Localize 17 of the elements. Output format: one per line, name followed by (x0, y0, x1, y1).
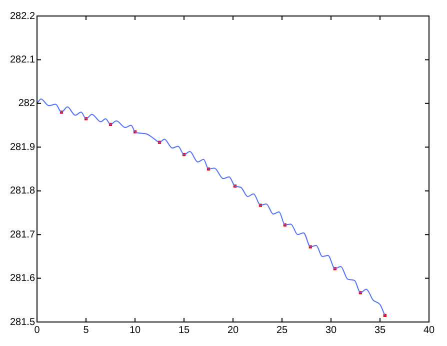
x-tick-label: 25 (276, 324, 288, 336)
y-tick-label: 282.1 (10, 54, 36, 66)
x-tick-label: 0 (34, 324, 40, 336)
x-tick-label: 30 (325, 324, 338, 336)
x-tick-label: 15 (178, 324, 190, 336)
x-tick-label: 40 (423, 324, 435, 336)
x-tick-label: 35 (374, 324, 386, 336)
y-tick-label: 281.5 (10, 316, 36, 328)
x-tick-label: 10 (129, 324, 142, 336)
y-tick-label: 282 (18, 98, 36, 110)
x-tick-label: 5 (83, 324, 90, 336)
y-tick-label: 281.7 (10, 229, 36, 240)
y-tick-label: 282.2 (10, 10, 36, 22)
y-tick-label: 281.6 (10, 273, 36, 284)
y-tick-label: 281.9 (10, 142, 36, 153)
y-tick-label: 281.8 (10, 186, 36, 197)
x-tick-label: 20 (227, 324, 240, 336)
